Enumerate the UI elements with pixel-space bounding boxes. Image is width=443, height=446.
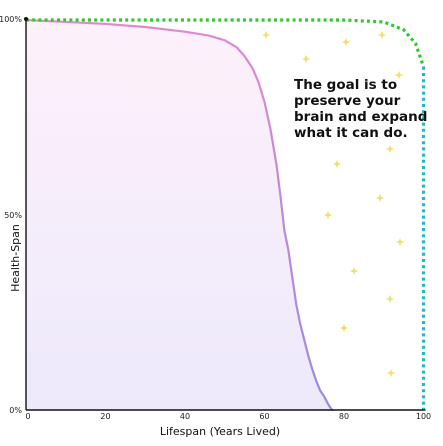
x-tick-label: 80	[339, 412, 349, 421]
x-tick-label: 100	[416, 412, 431, 421]
goal-annotation-line: what it can do.	[294, 125, 408, 141]
healthspan-line	[24, 18, 334, 412]
x-tick-label: 20	[100, 412, 110, 421]
goal-annotation-line: The goal is to	[294, 77, 397, 93]
healthspan-area	[26, 20, 333, 410]
sparkle-icon	[395, 237, 405, 247]
x-axis-title: Lifespan (Years Lived)	[160, 425, 280, 438]
sparkle-icon	[323, 210, 333, 220]
sparkle-icon	[339, 323, 349, 333]
axis-layer: 0 20 40 60 80 100 0% 50% 100%	[0, 15, 431, 421]
x-tick-label: 0	[25, 412, 30, 421]
goal-annotation: The goal is to preserve your brain and exp…	[294, 77, 427, 141]
y-tick-label: 100%	[0, 15, 22, 24]
goal-annotation-line: preserve your	[294, 93, 401, 109]
y-tick-label: 50%	[4, 211, 22, 220]
y-tick-label: 0%	[9, 406, 22, 415]
sparkle-layer	[261, 30, 405, 378]
sparkle-icon	[394, 70, 404, 80]
sparkle-icon	[332, 159, 342, 169]
sparkle-icon	[261, 30, 271, 40]
sparkle-icon	[377, 30, 387, 40]
sparkle-icon	[375, 193, 385, 203]
potential-line-top	[26, 18, 426, 68]
sparkle-icon	[385, 294, 395, 304]
axis-origin-dot	[24, 17, 28, 21]
y-axis-title: Health-Span	[9, 224, 22, 292]
sparkle-icon	[301, 54, 311, 64]
sparkle-icon	[386, 368, 396, 378]
x-tick-label: 60	[259, 412, 269, 421]
sparkle-icon	[385, 144, 395, 154]
x-tick-label: 40	[180, 412, 190, 421]
goal-annotation-line: brain and expand	[294, 109, 427, 125]
text-layer: Lifespan (Years Lived) Health-Span The g…	[9, 77, 427, 438]
sparkle-icon	[341, 37, 351, 47]
sparkle-icon	[349, 266, 359, 276]
data-layer	[24, 18, 426, 412]
